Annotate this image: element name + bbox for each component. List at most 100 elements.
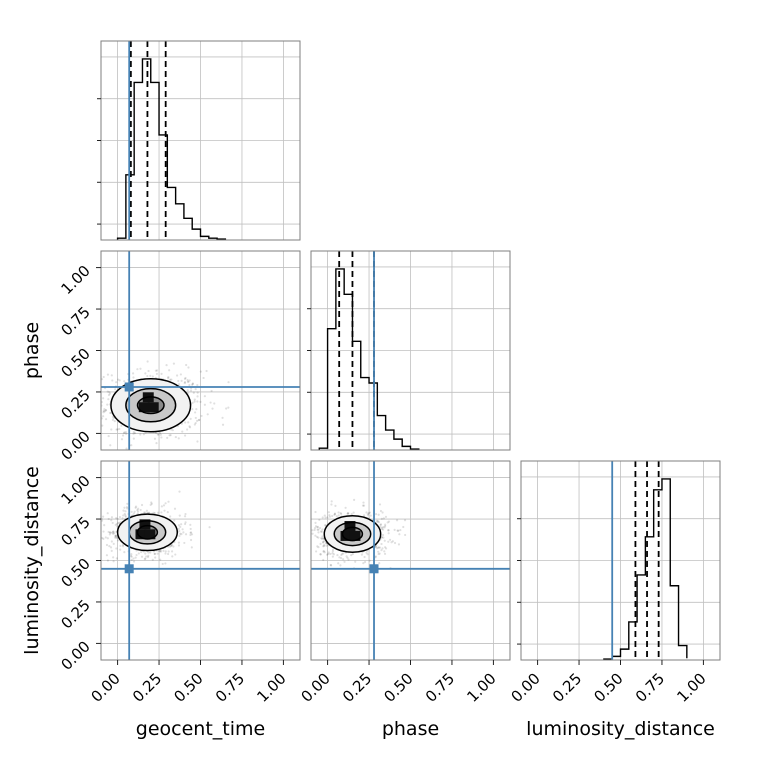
scatter-point [338, 556, 341, 559]
scatter-point [122, 431, 126, 435]
scatter-point [85, 418, 87, 420]
scatter-point [342, 552, 345, 555]
scatter-point [131, 372, 135, 375]
scatter-point [134, 556, 137, 559]
scatter-point [164, 550, 167, 553]
scatter-point [188, 425, 191, 428]
scatter-point [160, 436, 163, 439]
scatter-point [104, 418, 108, 421]
scatter-point [195, 419, 199, 422]
scatter-point [333, 512, 337, 516]
scatter-point [136, 510, 140, 513]
scatter-point [211, 407, 214, 410]
scatter-point [397, 529, 400, 532]
scatter-point [111, 418, 114, 421]
scatter-point [115, 381, 118, 384]
scatter-point [402, 525, 405, 529]
scatter-point [94, 396, 96, 398]
scatter-point [203, 395, 206, 398]
scatter-point [120, 438, 124, 441]
scatter-point [123, 512, 126, 516]
scatter-point [115, 428, 118, 431]
scatter-point [390, 541, 393, 544]
scatter-point [350, 554, 353, 557]
scatter-point [327, 551, 330, 554]
scatter-point [320, 537, 323, 540]
scatter-point [104, 409, 107, 412]
scatter-point [130, 558, 133, 561]
scatter-point [144, 511, 147, 514]
scatter-point [321, 516, 324, 519]
scatter-point [150, 502, 153, 505]
scatter-point [206, 413, 209, 416]
y-tick-label: 0.75 [57, 513, 93, 549]
scatter-point [149, 503, 152, 506]
contour-line [110, 377, 192, 433]
scatter-point [114, 534, 118, 538]
scatter-point [183, 381, 186, 385]
scatter-point [184, 521, 187, 524]
scatter-point [191, 401, 194, 404]
scatter-point [377, 513, 380, 516]
scatter-point [318, 518, 321, 522]
scatter-point [147, 551, 150, 554]
scatter-point [196, 440, 199, 443]
scatter-point [194, 421, 197, 425]
scatter-point [167, 376, 170, 379]
scatter-point [173, 454, 175, 456]
scatter-point [382, 517, 385, 520]
scatter-point [174, 435, 177, 439]
scatter-point [165, 364, 168, 367]
contour-line [323, 514, 382, 553]
scatter-point [331, 548, 335, 551]
scatter-point [384, 515, 388, 518]
scatter-point [110, 374, 113, 377]
scatter-point [106, 403, 109, 406]
scatter-point [323, 540, 326, 543]
scatter-point [380, 536, 383, 539]
contour-line [136, 396, 165, 415]
scatter-point [316, 526, 319, 529]
scatter-point [360, 553, 364, 556]
scatter-point [337, 511, 340, 514]
scatter-point [205, 369, 208, 373]
scatter-point [123, 380, 126, 383]
scatter-point [91, 411, 93, 413]
scatter-point [102, 530, 105, 533]
scatter-point [351, 552, 354, 556]
scatter-point [346, 556, 349, 559]
scatter-point [91, 421, 93, 423]
scatter-point [166, 511, 169, 514]
scatter-point [122, 514, 125, 517]
scatter-point [334, 504, 337, 507]
plot-area [101, 461, 300, 660]
scatter-point [96, 422, 98, 424]
contour-line [136, 524, 159, 540]
scatter-point [188, 379, 191, 382]
scatter-point [189, 389, 193, 392]
scatter-point [347, 512, 350, 515]
scatter-point [159, 433, 162, 436]
scatter-point [329, 552, 332, 556]
scatter-point [344, 506, 347, 509]
plot-area [311, 461, 510, 660]
scatter-point [199, 400, 202, 403]
scatter-point [183, 380, 187, 384]
scatter-point [322, 537, 325, 540]
scatter-point [327, 511, 330, 514]
scatter-point [153, 437, 157, 440]
scatter-point [311, 529, 314, 532]
scatter-point [189, 538, 193, 542]
scatter-point [383, 552, 387, 555]
scatter-point [137, 552, 140, 555]
scatter-point [320, 530, 323, 533]
scatter-point [186, 428, 189, 431]
scatter-point [191, 383, 194, 386]
scatter-point [177, 544, 181, 547]
scatter-point [109, 444, 112, 447]
y-tick-label: 0.50 [57, 555, 93, 591]
scatter-point [317, 531, 320, 534]
scatter-point [102, 537, 105, 540]
scatter-point [387, 520, 391, 523]
